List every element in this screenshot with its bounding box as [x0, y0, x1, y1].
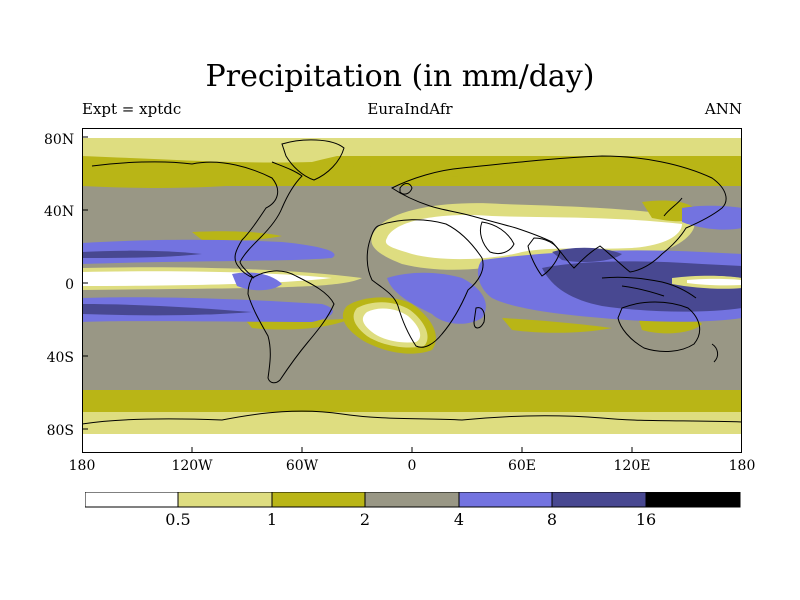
colorbar-label-8: 8: [546, 510, 558, 529]
coast-eurasia: [391, 155, 727, 273]
colorbar-swatch-4: [458, 492, 553, 508]
map-ticks: [82, 136, 633, 453]
coast-indonesia: [601, 276, 697, 299]
coast-new-zealand: [711, 343, 719, 363]
colorbar-label-4: 4: [453, 510, 465, 529]
field-itcz-north-dark: [82, 250, 202, 258]
lon-label-120w: 120W: [171, 458, 213, 474]
colorbar-swatch-0: [85, 492, 179, 508]
lon-label-60e: 60E: [507, 458, 537, 474]
field-arctic-white: [82, 128, 742, 138]
coast-greenland: [281, 139, 345, 181]
colorbar-swatch-3: [364, 492, 460, 508]
field-sahara-white: [385, 214, 682, 260]
colorbar-label-0-5: 0.5: [165, 510, 191, 529]
region-label: EuraIndAfr: [367, 100, 453, 118]
coast-british-isles: [399, 183, 413, 195]
colorbar-swatch-1: [177, 492, 273, 508]
coast-south-america: [247, 270, 335, 384]
coast-madagascar: [473, 307, 485, 329]
colorbar-swatch-6: [645, 492, 741, 508]
colorbar: [85, 492, 741, 508]
lat-label-80s: 80S: [46, 423, 74, 439]
lat-label-40s: 40S: [46, 350, 74, 366]
colorbar-swatch-2: [271, 492, 366, 508]
season-label: ANN: [704, 100, 742, 118]
coast-antarctica: [82, 410, 742, 425]
lon-label-180w: 180: [68, 458, 96, 474]
field-antarctic-white: [82, 434, 742, 453]
lat-label-80n: 80N: [44, 132, 75, 148]
field-itcz-north: [82, 239, 335, 264]
coast-india: [527, 237, 561, 277]
lat-label-0: 0: [65, 277, 74, 293]
field-npac-wet: [682, 205, 742, 230]
coast-japan: [663, 197, 683, 217]
coast-north-america: [91, 161, 303, 279]
lon-label-180e: 180: [728, 458, 756, 474]
coastlines: [82, 139, 742, 425]
lon-label-0: 0: [407, 458, 417, 474]
lon-label-120e: 120E: [613, 458, 651, 474]
field-wpac-white: [687, 278, 742, 286]
precipitation-map: [82, 128, 742, 453]
field-sindian-olive: [502, 318, 612, 333]
page-title: Precipitation (in mm/day): [205, 59, 595, 94]
field-amazon-wet: [232, 272, 282, 291]
colorbar-label-2: 2: [359, 510, 371, 529]
field-africa-wet: [387, 272, 486, 324]
lat-label-40n: 40N: [44, 204, 75, 220]
field-safrica-white: [362, 308, 421, 343]
coast-australia: [617, 301, 701, 352]
experiment-label: Expt = xptdc: [82, 100, 182, 118]
colorbar-swatch-5: [551, 492, 647, 508]
colorbar-label-16: 16: [635, 510, 657, 529]
field-indian-dark: [542, 261, 742, 312]
lon-label-60w: 60W: [285, 458, 319, 474]
colorbar-label-1: 1: [266, 510, 278, 529]
field-spcz-dark: [82, 304, 252, 316]
coast-africa: [366, 219, 484, 348]
field-bob-dark: [552, 247, 622, 262]
field-arctic-olive-dip: [82, 166, 742, 188]
coast-arabia: [479, 221, 515, 255]
